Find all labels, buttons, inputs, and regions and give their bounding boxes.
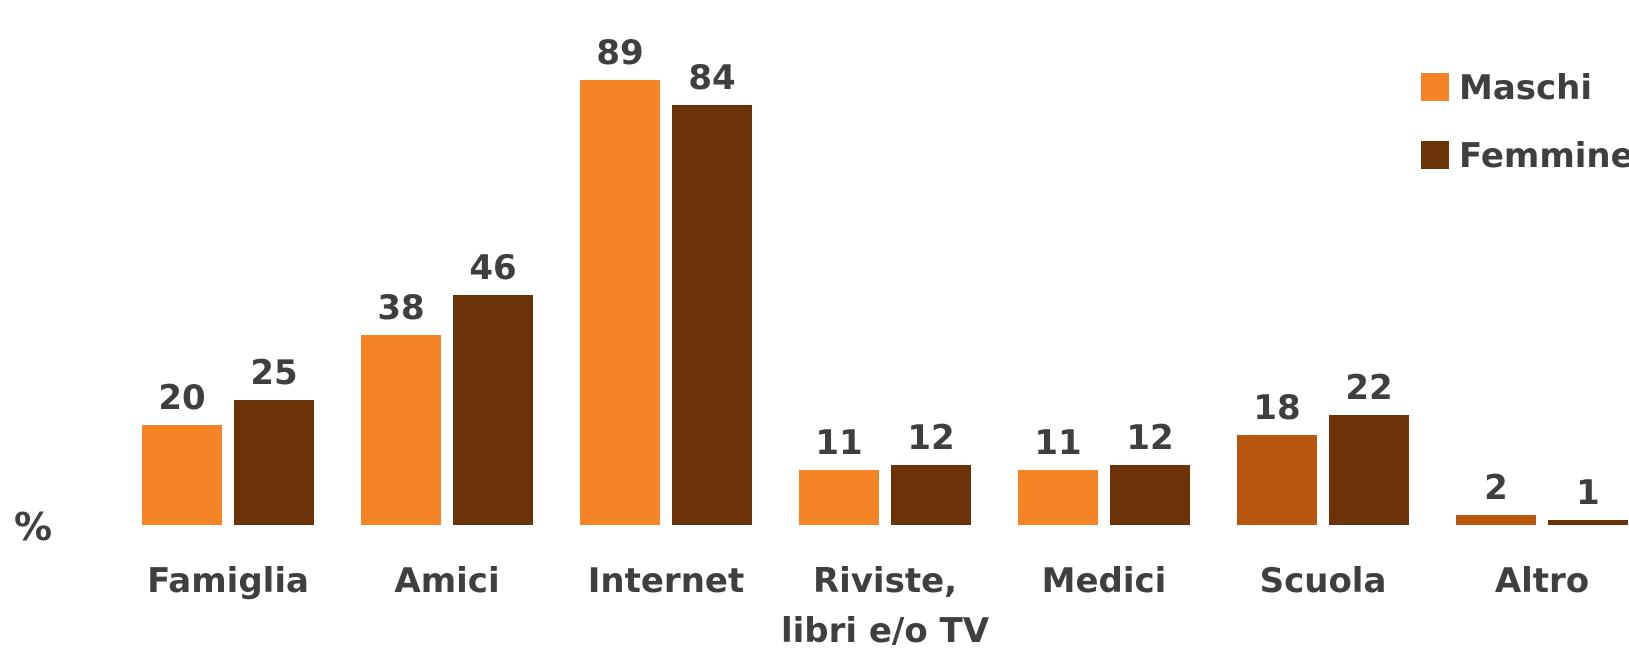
category-label-amici: Amici	[394, 561, 499, 601]
data-label-maschi-riviste-libri-e-o-tv: 11	[815, 423, 862, 463]
category-labels: Famiglia Amici Internet Riviste, libri e/o T…	[147, 561, 1589, 651]
category-label-internet: Internet	[588, 561, 744, 601]
data-label-femmine-riviste-libri-e-o-tv: 12	[907, 418, 954, 458]
legend-label-maschi: Maschi	[1459, 68, 1592, 108]
data-label-maschi-famiglia: 20	[158, 378, 205, 418]
data-label-femmine-famiglia: 25	[250, 353, 297, 393]
data-label-femmine-amici: 46	[469, 248, 516, 288]
data-label-femmine-altro: 1	[1576, 473, 1600, 513]
data-label-maschi-internet: 89	[596, 33, 643, 73]
category-label-altro: Altro	[1495, 561, 1589, 601]
legend-label-femmine: Femmine	[1459, 136, 1629, 176]
bar-maschi-medici	[1018, 470, 1098, 525]
bar-maschi-internet	[580, 80, 660, 525]
bar-maschi-altro	[1456, 515, 1536, 525]
data-label-maschi-altro: 2	[1484, 468, 1508, 508]
data-label-maschi-medici: 11	[1034, 423, 1081, 463]
data-label-maschi-scuola: 18	[1253, 388, 1300, 428]
category-label-famiglia: Famiglia	[147, 561, 309, 601]
legend-swatch-femmine	[1421, 141, 1449, 169]
bar-femmine-internet	[672, 105, 752, 525]
legend-swatch-maschi	[1421, 73, 1449, 101]
data-label-femmine-medici: 12	[1126, 418, 1173, 458]
bar-femmine-medici	[1110, 465, 1190, 525]
data-label-maschi-amici: 38	[377, 288, 424, 328]
data-label-femmine-scuola: 22	[1345, 368, 1392, 408]
bars	[142, 80, 1628, 525]
bar-maschi-amici	[361, 335, 441, 525]
category-label-riviste-libri-e-o-tv: Riviste, libri e/o TV	[781, 561, 990, 651]
category-label-medici: Medici	[1042, 561, 1167, 601]
legend: Maschi Femmine	[1421, 68, 1629, 176]
y-axis-unit-label: %	[14, 505, 52, 549]
bar-femmine-riviste-libri-e-o-tv	[891, 465, 971, 525]
bar-femmine-amici	[453, 295, 533, 525]
data-label-femmine-internet: 84	[688, 58, 735, 98]
bar-maschi-scuola	[1237, 435, 1317, 525]
bar-femmine-altro	[1548, 520, 1628, 525]
bar-femmine-scuola	[1329, 415, 1409, 525]
category-label-scuola: Scuola	[1260, 561, 1387, 601]
bar-maschi-riviste-libri-e-o-tv	[799, 470, 879, 525]
bar-maschi-famiglia	[142, 425, 222, 525]
bar-femmine-famiglia	[234, 400, 314, 525]
